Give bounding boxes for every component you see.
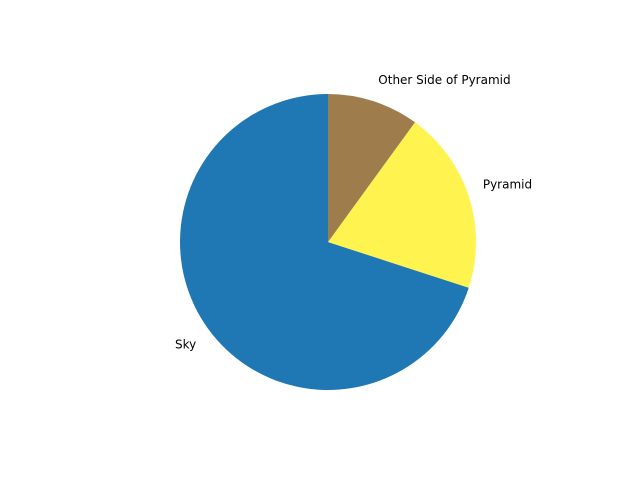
pie-slice-pyramid xyxy=(328,122,477,288)
pie-slice-sky xyxy=(180,94,469,391)
pie-slice-other-side-of-pyramid xyxy=(328,94,415,242)
pie-label-pyramid: Pyramid xyxy=(483,178,532,192)
pie-label-sky: Sky xyxy=(175,338,196,352)
pie-labels: Sky Pyramid Other Side of Pyramid xyxy=(175,73,532,352)
pie-slices xyxy=(180,94,477,391)
pie-label-other-side-of-pyramid: Other Side of Pyramid xyxy=(378,73,510,87)
